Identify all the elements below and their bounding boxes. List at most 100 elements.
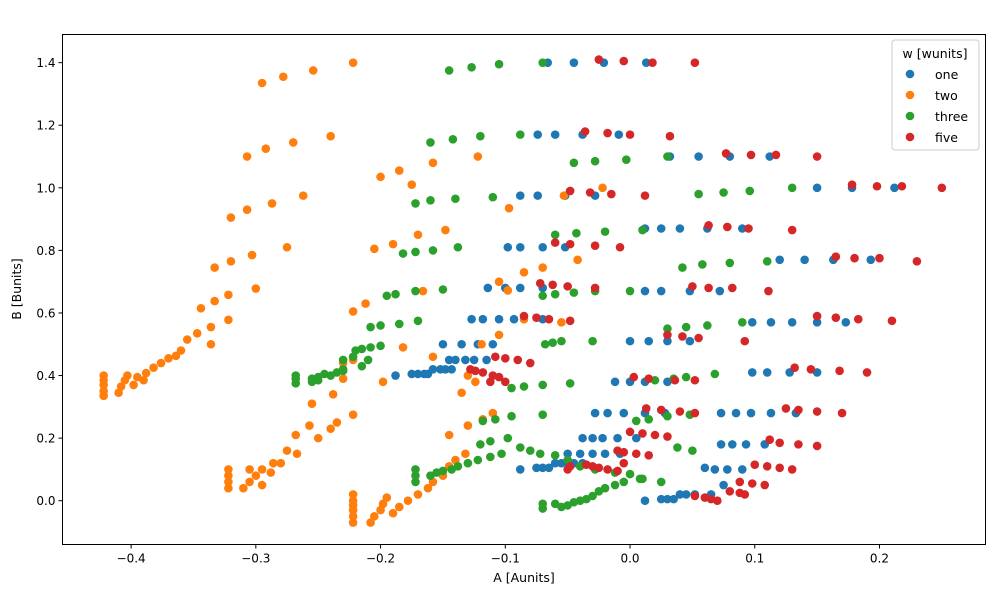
point-five-72 bbox=[656, 405, 666, 415]
point-three-8 bbox=[569, 158, 579, 168]
point-two-32 bbox=[251, 284, 261, 293]
point-five-103 bbox=[690, 491, 700, 501]
point-three-60 bbox=[357, 361, 367, 371]
point-three-37 bbox=[678, 263, 687, 272]
point-three-81 bbox=[478, 416, 488, 426]
point-two-108 bbox=[378, 499, 388, 509]
point-five-112 bbox=[760, 480, 770, 490]
point-two-103 bbox=[348, 512, 358, 521]
point-two-120 bbox=[444, 430, 454, 440]
point-three-27 bbox=[638, 225, 647, 235]
point-five-92 bbox=[762, 461, 772, 471]
point-three-75 bbox=[538, 380, 548, 390]
point-one-50 bbox=[766, 318, 776, 327]
legend-marker-two bbox=[905, 90, 915, 100]
point-one-30 bbox=[515, 283, 525, 293]
point-three-84 bbox=[538, 410, 548, 419]
x-tick-label: −0.4 bbox=[117, 552, 146, 566]
point-three-99 bbox=[486, 452, 495, 462]
point-five-41 bbox=[532, 313, 541, 322]
point-five-111 bbox=[735, 477, 745, 487]
point-one-42 bbox=[494, 314, 504, 324]
point-three-126 bbox=[610, 480, 620, 490]
point-one-92 bbox=[598, 433, 607, 443]
point-one-113 bbox=[700, 463, 710, 473]
point-three-79 bbox=[681, 372, 691, 382]
point-three-125 bbox=[600, 483, 610, 493]
point-two-79 bbox=[307, 399, 317, 409]
points-layer bbox=[99, 55, 947, 527]
point-five-24 bbox=[704, 221, 713, 230]
point-two-85 bbox=[268, 458, 278, 468]
point-three-20 bbox=[398, 249, 408, 258]
point-five-39 bbox=[912, 257, 922, 266]
point-five-75 bbox=[781, 404, 791, 413]
point-five-67 bbox=[790, 363, 799, 373]
point-three-70 bbox=[338, 366, 348, 376]
point-one-100 bbox=[575, 449, 585, 459]
point-three-118 bbox=[538, 504, 548, 513]
point-one-12 bbox=[515, 191, 525, 200]
point-two-29 bbox=[538, 263, 548, 272]
point-five-36 bbox=[831, 252, 841, 261]
legend-box bbox=[891, 39, 980, 151]
point-three-38 bbox=[698, 260, 707, 269]
point-five-81 bbox=[650, 430, 660, 440]
point-three-76 bbox=[565, 379, 575, 388]
point-five-100 bbox=[603, 465, 612, 474]
legend-marker-one bbox=[905, 69, 915, 79]
point-three-6 bbox=[476, 131, 485, 141]
point-one-115 bbox=[723, 465, 732, 474]
x-axis: −0.4 −0.3 −0.2 −0.1 0.0 0.1 0.2 bbox=[117, 544, 889, 566]
point-five-30 bbox=[563, 282, 572, 291]
point-three-22 bbox=[428, 246, 438, 255]
point-two-112 bbox=[403, 496, 413, 506]
point-five-91 bbox=[750, 460, 760, 470]
point-one-48 bbox=[685, 336, 695, 346]
point-one-9 bbox=[694, 152, 703, 161]
point-five-82 bbox=[663, 432, 672, 441]
point-three-114 bbox=[656, 477, 666, 487]
x-tick-label: −0.2 bbox=[366, 552, 395, 566]
point-two-22 bbox=[247, 250, 257, 260]
point-five-11 bbox=[812, 152, 822, 161]
point-one-43 bbox=[509, 314, 519, 324]
point-three-80 bbox=[710, 369, 720, 379]
point-three-129 bbox=[582, 494, 591, 504]
point-one-90 bbox=[578, 433, 587, 443]
point-five-94 bbox=[787, 465, 797, 474]
point-one-57 bbox=[488, 339, 498, 349]
point-five-31 bbox=[590, 283, 600, 293]
point-three-96 bbox=[453, 461, 463, 471]
point-three-11 bbox=[663, 152, 672, 161]
point-three-54 bbox=[357, 344, 367, 354]
point-three-57 bbox=[348, 352, 358, 362]
point-two-84 bbox=[282, 446, 292, 455]
point-three-103 bbox=[503, 433, 513, 443]
point-five-53 bbox=[500, 354, 510, 363]
point-three-18 bbox=[745, 186, 755, 196]
point-one-39 bbox=[866, 255, 876, 265]
point-three-101 bbox=[476, 440, 485, 449]
point-one-120 bbox=[669, 494, 678, 504]
point-two-39 bbox=[182, 335, 192, 344]
point-three-43 bbox=[394, 319, 404, 329]
x-tick-label: 0.0 bbox=[620, 552, 639, 566]
y-tick-label: 1.2 bbox=[36, 119, 55, 133]
point-three-50 bbox=[681, 322, 691, 332]
point-two-42 bbox=[171, 351, 181, 361]
point-three-102 bbox=[486, 436, 495, 446]
y-tick-label: 0.6 bbox=[36, 306, 55, 320]
point-one-118 bbox=[656, 494, 666, 504]
point-three-44 bbox=[413, 316, 423, 326]
point-five-77 bbox=[812, 407, 822, 416]
point-two-26 bbox=[388, 239, 398, 249]
point-three-21 bbox=[411, 247, 420, 257]
point-two-77 bbox=[326, 424, 335, 434]
point-five-27 bbox=[787, 225, 797, 235]
point-five-76 bbox=[794, 405, 803, 415]
point-one-82 bbox=[619, 408, 629, 418]
point-three-19 bbox=[787, 183, 797, 193]
point-two-86 bbox=[257, 465, 267, 474]
